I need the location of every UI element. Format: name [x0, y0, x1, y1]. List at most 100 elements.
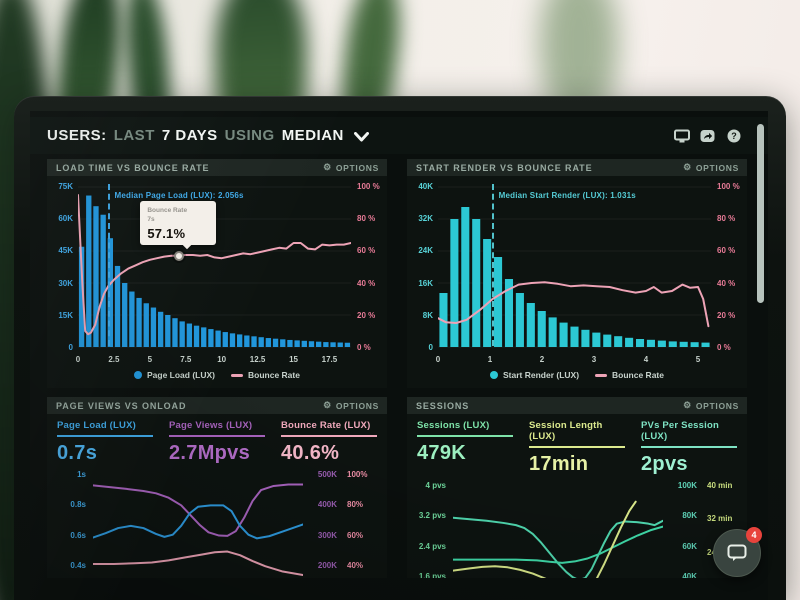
- histogram-bar[interactable]: [515, 293, 524, 347]
- histogram-bar[interactable]: [625, 337, 634, 347]
- histogram-bar[interactable]: [330, 342, 336, 347]
- histogram-bar[interactable]: [537, 311, 546, 347]
- histogram-bar[interactable]: [100, 214, 106, 347]
- histogram-bar[interactable]: [461, 207, 470, 347]
- histogram-bar[interactable]: [172, 318, 178, 347]
- histogram-bar[interactable]: [316, 341, 322, 347]
- histogram-bar[interactable]: [165, 315, 171, 347]
- histogram-bar[interactable]: [308, 341, 315, 347]
- left-axis: 4 pvs 3.2 pvs 2.4 pvs 1.6 pvs: [417, 481, 453, 578]
- histogram-bar[interactable]: [323, 342, 329, 347]
- histogram-bar[interactable]: [679, 341, 688, 347]
- bounce-rate-line: [78, 195, 351, 334]
- histogram-bar[interactable]: [592, 332, 601, 347]
- histogram-bar[interactable]: [236, 334, 243, 347]
- histogram-bar[interactable]: [157, 311, 164, 347]
- histogram-bar[interactable]: [229, 333, 236, 347]
- histogram-bar[interactable]: [129, 291, 135, 347]
- histogram-bar[interactable]: [483, 239, 492, 347]
- histogram-bar[interactable]: [114, 265, 121, 347]
- histogram-bar[interactable]: [78, 246, 85, 347]
- right-axis-column: 100% 80% 60% 40%: [347, 470, 379, 570]
- options-button[interactable]: ⚙ OPTIONS: [683, 401, 739, 411]
- histogram-bar[interactable]: [287, 339, 293, 347]
- panel-start-render-vs-bounce-rate: START RENDER VS BOUNCE RATE ⚙ OPTIONS 40…: [407, 159, 747, 388]
- metrics-row: Sessions (LUX) 479K Session Length (LUX) 17…: [407, 414, 747, 478]
- y-axis-label: 500K: [317, 470, 337, 479]
- y-axis-label: 100 %: [357, 182, 380, 191]
- histogram-bar[interactable]: [701, 342, 710, 347]
- series-line: [93, 485, 303, 536]
- histogram-bar[interactable]: [186, 323, 193, 347]
- y-axis-label: 1.6 pvs: [418, 571, 446, 578]
- histogram-bar[interactable]: [614, 336, 623, 347]
- y-axis-label: 200K: [317, 560, 337, 570]
- median-label: Median Page Load (LUX): 2.056s: [114, 191, 244, 200]
- x-tick-label: 5: [695, 355, 701, 364]
- histogram-bar[interactable]: [208, 329, 214, 347]
- histogram-bar[interactable]: [635, 339, 645, 347]
- histogram-bar[interactable]: [251, 336, 257, 347]
- options-button[interactable]: ⚙ OPTIONS: [323, 163, 379, 173]
- histogram-bar[interactable]: [86, 195, 92, 347]
- histogram-bar[interactable]: [646, 339, 655, 347]
- histogram-bar[interactable]: [690, 342, 699, 347]
- histogram-bar[interactable]: [570, 326, 579, 347]
- histogram-bar[interactable]: [244, 335, 250, 347]
- metric-value: 2pvs: [641, 453, 688, 475]
- histogram-bar[interactable]: [344, 342, 351, 347]
- histogram-bar[interactable]: [265, 338, 272, 347]
- x-axis: 0 2.5 5 7.5 10 12.5 15 17.5: [76, 355, 351, 366]
- histogram-bar[interactable]: [179, 321, 185, 347]
- histogram-bar[interactable]: [222, 332, 228, 347]
- y-axis-label: 300K: [317, 530, 337, 540]
- y-axis-label: 80%: [347, 500, 364, 510]
- chat-fab-button[interactable]: 4: [713, 527, 762, 577]
- laptop: USERS: LAST 7 DAYS USING MEDIAN: [14, 96, 786, 600]
- y-axis-label: 60K: [58, 214, 73, 224]
- panel-page-views-vs-onload: PAGE VIEWS VS ONLOAD ⚙ OPTIONS Page Load…: [47, 397, 387, 578]
- histogram-bar[interactable]: [280, 339, 286, 347]
- histogram-bar[interactable]: [301, 340, 307, 347]
- legend-label: Bounce Rate: [612, 370, 664, 380]
- options-button[interactable]: ⚙ OPTIONS: [323, 401, 379, 411]
- histogram-bar[interactable]: [494, 257, 503, 347]
- histogram-bar[interactable]: [93, 206, 99, 347]
- histogram-bar[interactable]: [337, 342, 343, 347]
- metric-value: 40.6%: [281, 442, 340, 464]
- left-axis: 75K 60K 45K 30K 15K 0: [47, 182, 78, 352]
- y-axis-label: 8K: [422, 310, 433, 320]
- histogram-bar[interactable]: [450, 219, 459, 347]
- share-icon[interactable]: [699, 128, 716, 143]
- histogram-bar[interactable]: [559, 322, 568, 347]
- timeframe-selector[interactable]: USERS: LAST 7 DAYS USING MEDIAN: [47, 127, 369, 144]
- histogram-bar[interactable]: [122, 283, 128, 347]
- metric-label: Session Length (LUX): [529, 420, 625, 448]
- histogram-bar[interactable]: [136, 297, 142, 347]
- display-icon[interactable]: [673, 128, 690, 143]
- histogram-bar[interactable]: [258, 337, 264, 347]
- histogram-bar[interactable]: [294, 340, 300, 347]
- histogram-bar[interactable]: [603, 334, 612, 347]
- help-icon[interactable]: ?: [725, 128, 742, 143]
- histogram-bar[interactable]: [548, 317, 557, 347]
- histogram-bar[interactable]: [668, 341, 677, 347]
- histogram-bar[interactable]: [150, 307, 157, 347]
- metric: Session Length (LUX) 17min: [529, 420, 625, 476]
- options-button[interactable]: ⚙ OPTIONS: [683, 163, 739, 173]
- histogram-bar[interactable]: [143, 303, 149, 347]
- histogram-bar[interactable]: [107, 238, 113, 347]
- histogram-bar[interactable]: [526, 303, 535, 347]
- histogram-bar[interactable]: [193, 325, 200, 347]
- histogram-bar[interactable]: [657, 340, 666, 347]
- histogram-bar[interactable]: [201, 327, 207, 347]
- y-axis-label: 40%: [347, 560, 364, 570]
- header-median-label: MEDIAN: [281, 127, 344, 144]
- scrollbar-thumb[interactable]: [757, 124, 764, 303]
- left-axis: 40K 32K 24K 16K 8K 0: [407, 182, 438, 352]
- histogram-bar[interactable]: [472, 219, 481, 347]
- histogram-bar[interactable]: [215, 330, 221, 347]
- histogram-bar[interactable]: [272, 338, 279, 347]
- histogram-bar[interactable]: [581, 329, 590, 347]
- histogram-bar[interactable]: [504, 279, 514, 347]
